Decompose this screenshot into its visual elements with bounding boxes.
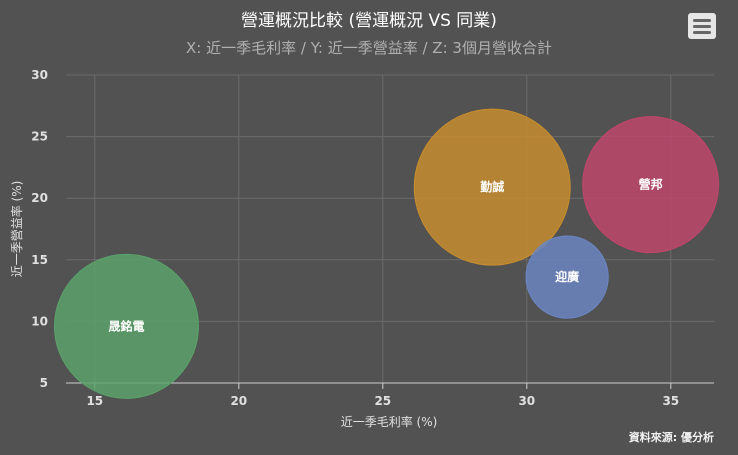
x-axis-title: 近一季毛利率 (%) <box>341 414 438 429</box>
y-tick-label: 5 <box>40 376 48 390</box>
axes: 5 10 15 20 25 30 15 20 25 30 35 <box>31 68 714 408</box>
bubble[interactable] <box>582 116 720 254</box>
x-tick-label: 15 <box>86 394 103 408</box>
credits: 資料來源: 優分析 <box>629 430 714 444</box>
hamburger-menu-icon[interactable] <box>688 13 716 39</box>
bubble-label: 晟銘電 <box>108 318 144 333</box>
bubble[interactable] <box>525 235 609 319</box>
y-tick-label: 10 <box>31 314 48 328</box>
bubble[interactable] <box>413 108 571 266</box>
chart-subtitle: X: 近一季毛利率 / Y: 近一季營益率 / Z: 3個月營收合計 <box>186 39 552 57</box>
x-tick-label: 30 <box>518 394 535 408</box>
x-tick-label: 35 <box>662 394 679 408</box>
bubble-label: 勤誠 <box>480 179 504 194</box>
y-axis-title: 近一季營益率 (%) <box>9 181 24 278</box>
y-tick-label: 30 <box>31 68 48 82</box>
chart-title: 營運概況比較 (營運概況 VS 同業) <box>241 11 497 31</box>
bubble-label: 營邦 <box>639 177 663 192</box>
bubble[interactable] <box>53 253 199 399</box>
x-tick-label: 25 <box>374 394 391 408</box>
x-tick-label: 20 <box>230 394 247 408</box>
y-tick-label: 15 <box>31 253 48 267</box>
y-tick-label: 25 <box>31 130 48 144</box>
bubble-label: 迎廣 <box>555 269 579 284</box>
y-tick-label: 20 <box>31 191 48 205</box>
